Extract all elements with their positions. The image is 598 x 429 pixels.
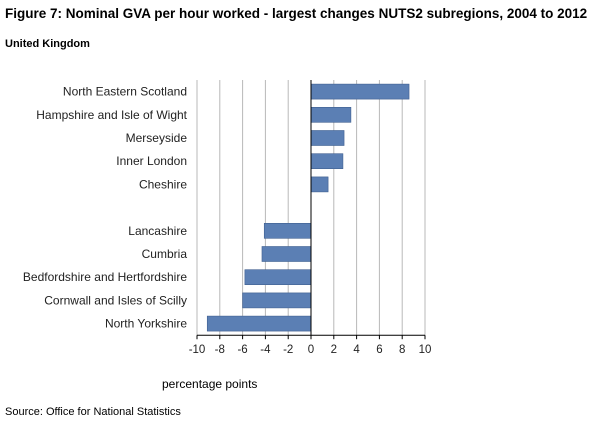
bar: [310, 83, 410, 100]
category-label: Hampshire and Isle of Wight: [36, 108, 187, 122]
category-label: Bedfordshire and Hertfordshire: [23, 270, 187, 284]
x-tick-label: 6: [376, 344, 382, 356]
gridlines: [196, 80, 426, 336]
bar: [263, 223, 312, 239]
bar: [310, 107, 352, 123]
bar: [261, 246, 312, 262]
x-tick-label: 0: [308, 344, 314, 356]
category-label: North Yorkshire: [105, 317, 187, 331]
x-tick-label: -4: [260, 344, 271, 356]
bar: [310, 153, 344, 169]
source-note: Source: Office for National Statistics: [5, 406, 181, 418]
x-tick-label: 8: [399, 344, 405, 356]
x-tick-label: -6: [237, 344, 247, 356]
category-label: Cumbria: [142, 247, 188, 261]
bar: [310, 176, 329, 193]
x-tick-label: -8: [215, 344, 225, 356]
x-axis-label: percentage points: [162, 377, 258, 391]
chart-title: Figure 7: Nominal GVA per hour worked - …: [5, 6, 588, 21]
x-tick-label: 10: [419, 344, 432, 356]
category-label: North Eastern Scotland: [63, 85, 187, 99]
category-label: Merseyside: [126, 131, 188, 145]
category-label: Lancashire: [128, 224, 187, 238]
category-label: Inner London: [116, 154, 187, 168]
bar: [310, 130, 345, 146]
bar: [206, 315, 312, 332]
category-label: Cornwall and Isles of Scilly: [44, 293, 187, 307]
category-labels: North Eastern Scotland Hampshire and Isle…: [23, 85, 188, 331]
category-label: Cheshire: [139, 177, 187, 191]
chart-subtitle: United Kingdom: [5, 38, 90, 50]
x-tick-label: 4: [353, 344, 360, 356]
x-tick-label: -2: [283, 344, 293, 356]
bar: [242, 292, 312, 309]
x-tick-labels: -10 -8 -6 -4 -2 0 2 4 6 8 10: [189, 344, 432, 356]
axes: [196, 80, 426, 340]
bars: [206, 83, 410, 332]
x-tick-label: -10: [189, 344, 206, 356]
x-tick-label: 2: [331, 344, 337, 356]
bar: [244, 269, 312, 286]
